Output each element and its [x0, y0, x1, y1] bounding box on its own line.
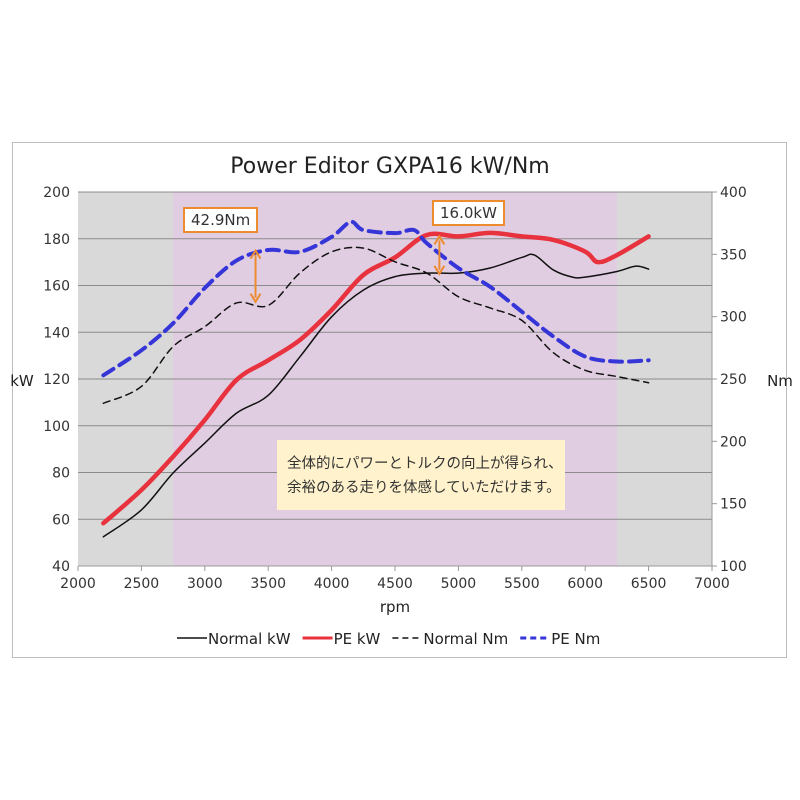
- torque-gain-label: 42.9Nm: [183, 207, 259, 233]
- x-tick-label: 2000: [60, 576, 96, 592]
- arrow-head-up-icon: [249, 248, 262, 260]
- y2-tick-label: 200: [720, 434, 747, 450]
- note-box: 全体的にパワーとトルクの向上が得られ、 余裕のある走りを体感していただけます。: [277, 440, 565, 510]
- legend-item: PE kW: [334, 630, 381, 648]
- series-pe-kw: [101, 230, 651, 526]
- note-line-2: 余裕のある走りを体感していただけます。: [287, 480, 561, 496]
- x-tick-label: 6500: [631, 576, 667, 592]
- y-tick-label: 60: [52, 512, 70, 528]
- y-tick-label: 180: [43, 232, 70, 248]
- x-tick-label: 6000: [567, 576, 603, 592]
- arrow-head-down-icon: [249, 293, 262, 304]
- y2-tick-label: 300: [720, 310, 747, 326]
- series-normal-nm: [102, 246, 650, 405]
- x-tick-label: 5000: [441, 576, 477, 592]
- x-axis-label: rpm: [380, 598, 410, 616]
- y-tick-label: 40: [52, 559, 70, 575]
- y2-tick-label: 100: [720, 559, 747, 575]
- legend-item: Normal Nm: [423, 630, 508, 648]
- y-tick-label: 200: [43, 185, 70, 201]
- x-tick-label: 4500: [377, 576, 413, 592]
- x-tick-label: 4000: [314, 576, 350, 592]
- legend-item: Normal kW: [208, 630, 291, 648]
- legend-item: PE Nm: [551, 630, 600, 648]
- arrow-head-down-icon: [433, 265, 446, 276]
- arrow-head-up-icon: [433, 234, 446, 245]
- y-tick-label: 100: [43, 419, 70, 435]
- power-gain-label: 16.0kW: [432, 200, 505, 226]
- x-tick-label: 5500: [504, 576, 540, 592]
- y2-tick-label: 400: [720, 185, 747, 201]
- x-tick-label: 2500: [124, 576, 160, 592]
- y-tick-label: 160: [43, 279, 70, 295]
- y-tick-label: 140: [43, 325, 70, 341]
- y-tick-label: 80: [52, 466, 70, 482]
- y-tick-label: 120: [43, 372, 70, 388]
- y2-tick-label: 350: [720, 247, 747, 263]
- chart-title: Power Editor GXPA16 kW/Nm: [230, 154, 549, 179]
- x-tick-label: 7000: [694, 576, 730, 592]
- y2-tick-label: 150: [720, 497, 747, 513]
- x-tick-label: 3000: [187, 576, 223, 592]
- y2-tick-label: 250: [720, 372, 747, 388]
- note-line-1: 全体的にパワーとトルクの向上が得られ、: [287, 456, 563, 472]
- x-tick-label: 3500: [250, 576, 286, 592]
- series-pe-nm: [101, 219, 651, 378]
- y2-axis-label: Nm: [767, 372, 793, 390]
- y-axis-label: kW: [10, 372, 34, 390]
